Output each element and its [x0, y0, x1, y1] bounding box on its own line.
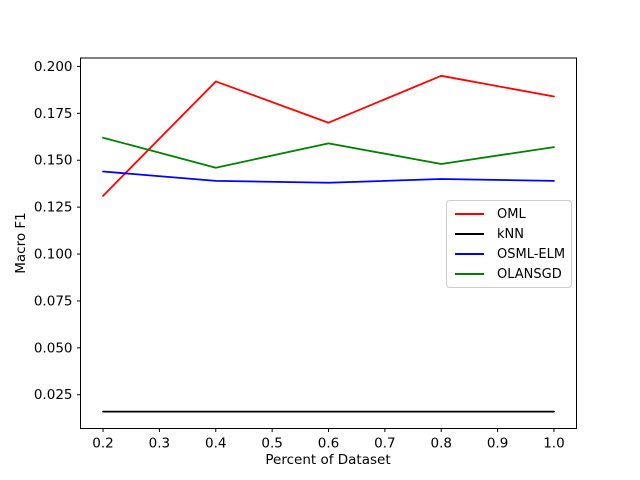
oml-line — [102, 74, 555, 197]
legend-item-oml: OML — [451, 204, 565, 224]
olansgd-line — [102, 136, 555, 169]
x-tick-label: 0.3 — [149, 436, 170, 452]
y-tick-label: 0.075 — [34, 293, 73, 309]
y-tick-label: 0.050 — [34, 340, 73, 356]
legend-label-osml-elm: OSML-ELM — [497, 246, 566, 262]
osml-elm-line-swatch — [455, 253, 484, 255]
legend-label-oml: OML — [497, 206, 526, 222]
x-tick-label: 0.6 — [318, 436, 339, 452]
axes-frame — [80, 57, 577, 429]
x-tick-label: 0.4 — [205, 436, 226, 452]
x-tick-label: 0.5 — [261, 436, 282, 452]
y-tick-label: 0.025 — [34, 387, 73, 403]
legend-item-osml-elm: OSML-ELM — [451, 244, 565, 264]
knn-line-swatch — [455, 233, 484, 235]
legend-item-knn: kNN — [451, 224, 565, 244]
osml-elm-line — [102, 170, 555, 184]
y-axis-label: Macro F1 — [13, 212, 29, 274]
y-tick-label: 0.150 — [34, 153, 73, 169]
y-tick-label: 0.200 — [34, 59, 73, 75]
legend: OML kNN OSML-ELM OLANSGD — [446, 200, 572, 288]
x-tick-label: 0.9 — [487, 436, 508, 452]
legend-item-olansgd: OLANSGD — [451, 264, 565, 284]
x-tick-label: 0.7 — [374, 436, 395, 452]
y-tick-label: 0.175 — [34, 106, 73, 122]
y-tick-label: 0.125 — [34, 200, 73, 216]
legend-label-olansgd: OLANSGD — [497, 266, 562, 282]
x-tick-label: 0.8 — [430, 436, 451, 452]
y-tick-label: 0.100 — [34, 247, 73, 263]
x-axis-label: Percent of Dataset — [265, 452, 391, 468]
x-tick-label: 1.0 — [543, 436, 564, 452]
oml-line-swatch — [455, 213, 484, 215]
legend-label-knn: kNN — [497, 226, 524, 242]
x-tick-label: 0.2 — [92, 436, 113, 452]
olansgd-line-swatch — [455, 273, 484, 275]
